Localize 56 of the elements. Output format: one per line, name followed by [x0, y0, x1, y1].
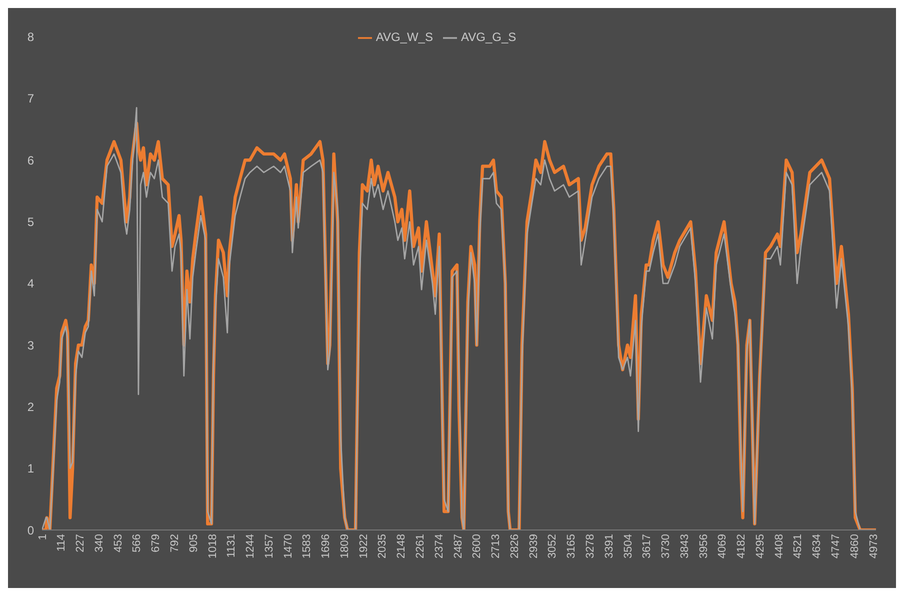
x-tick-label: 2035 — [376, 534, 389, 558]
x-tick-label: 227 — [74, 534, 87, 552]
x-tick-label: 4860 — [848, 534, 861, 558]
x-tick-label: 3617 — [641, 534, 654, 558]
x-tick-label: 1922 — [358, 534, 370, 558]
x-tick-label: 3730 — [660, 534, 672, 558]
x-tick-label: 4521 — [792, 534, 804, 558]
x-tick-label: 1018 — [206, 534, 219, 558]
x-tick-label: 905 — [188, 534, 200, 552]
x-tick-label: 453 — [112, 534, 124, 552]
x-tick-label: 566 — [131, 534, 144, 552]
y-tick-label: 3 — [27, 338, 34, 352]
x-tick-label: 1131 — [226, 534, 238, 558]
y-tick-label: 5 — [27, 215, 34, 230]
x-tick-label: 2374 — [433, 534, 446, 558]
y-tick-label: 8 — [27, 30, 34, 44]
legend-label: AVG_G_S — [461, 30, 516, 44]
y-tick-label: 7 — [27, 92, 34, 106]
x-tick-label: 1470 — [282, 534, 294, 558]
y-tick-label: 6 — [27, 153, 34, 168]
x-tick-label: 3278 — [584, 534, 597, 558]
x-tick-label: 2148 — [396, 534, 408, 558]
x-tick-label: 4973 — [868, 534, 880, 558]
x-tick-label: 2713 — [490, 534, 502, 558]
x-tick-label: 3391 — [603, 534, 616, 558]
x-tick-label: 3504 — [622, 534, 634, 558]
x-tick-label: 114 — [56, 534, 68, 552]
x-tick-label: 3165 — [566, 534, 578, 558]
x-tick-label: 4408 — [773, 534, 786, 558]
y-tick-label: 4 — [27, 276, 34, 291]
x-tick-label: 4069 — [716, 534, 729, 558]
x-tick-label: 1583 — [301, 534, 314, 558]
x-tick-label: 2826 — [508, 534, 521, 558]
x-tick-label: 1 — [36, 534, 49, 540]
x-tick-label: 2487 — [452, 534, 464, 558]
x-tick-label: 2939 — [528, 534, 540, 558]
x-tick-label: 1809 — [338, 534, 351, 558]
x-tick-label: 3052 — [546, 534, 559, 558]
x-tick-label: 679 — [150, 534, 162, 552]
x-tick-label: 2261 — [414, 534, 427, 558]
x-tick-label: 792 — [169, 534, 182, 552]
x-tick-label: 3956 — [698, 534, 710, 558]
y-tick-label: 2 — [27, 400, 34, 414]
x-tick-label: 1244 — [244, 534, 257, 558]
x-tick-label: 4295 — [754, 534, 766, 558]
x-tick-label: 4634 — [811, 534, 824, 558]
x-tick-label: 340 — [93, 534, 106, 552]
x-tick-label: 1357 — [263, 534, 276, 558]
y-tick-label: 1 — [27, 462, 34, 476]
legend-label: AVG_W_S — [376, 30, 433, 44]
x-tick-label: 4182 — [736, 534, 748, 558]
x-tick-label: 4747 — [830, 534, 842, 558]
x-tick-label: 1696 — [320, 534, 332, 558]
x-tick-label: 2600 — [471, 534, 484, 558]
y-tick-label: 0 — [27, 523, 34, 538]
x-tick-label: 3843 — [678, 534, 691, 558]
